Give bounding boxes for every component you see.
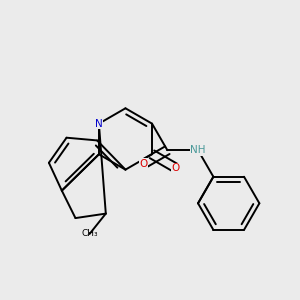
Text: N: N (95, 118, 103, 129)
Text: NH: NH (190, 145, 206, 155)
Text: O: O (139, 159, 148, 169)
Text: O: O (172, 163, 180, 173)
Text: CH₃: CH₃ (81, 230, 98, 238)
